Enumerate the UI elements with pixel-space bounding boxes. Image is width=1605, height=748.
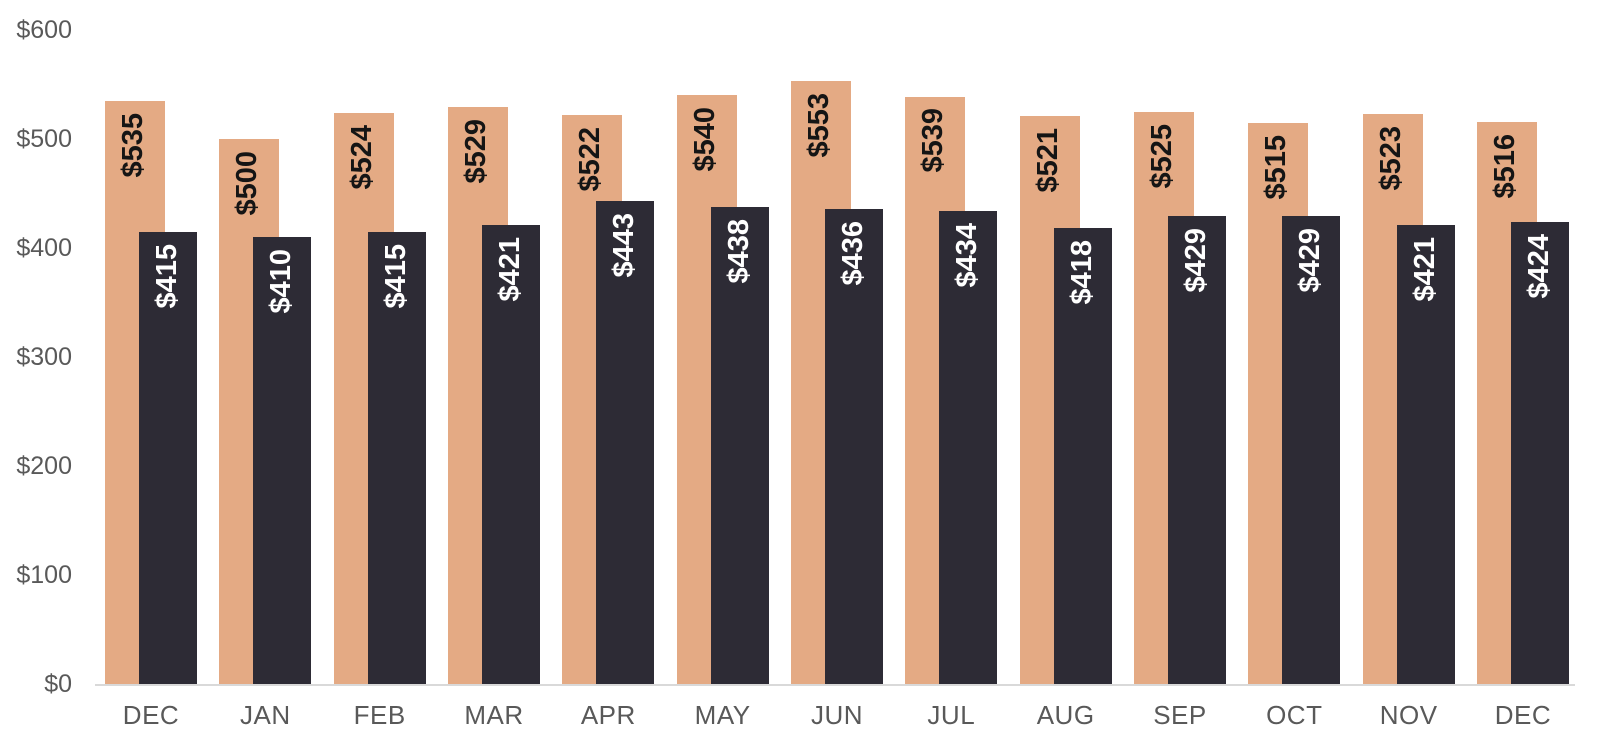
- bar-value-label: $429: [1180, 228, 1213, 293]
- bar-value-label: $524: [345, 124, 378, 190]
- bar-value-label: $521: [1031, 128, 1064, 193]
- bar-dark-series-oct-10: [1282, 216, 1341, 684]
- x-axis-label-apr-4: APR: [580, 700, 636, 730]
- bar-group-nov-11: $523 $421: [1362, 30, 1455, 684]
- bar-value-label: $415: [379, 243, 412, 309]
- bar-value-label: $415: [151, 243, 184, 309]
- bar-value-label: $522: [574, 127, 607, 192]
- bar-group-dec-12: $516 $424: [1476, 30, 1569, 684]
- bar-value-label: $443: [608, 213, 641, 278]
- y-tick-label: $100: [16, 561, 72, 589]
- bar-group-feb-2: $524 $415: [333, 30, 426, 684]
- bar-group-apr-4: $522 $443: [562, 30, 655, 684]
- bar-value-label: $410: [265, 249, 298, 314]
- x-axis-label-aug-8: AUG: [1036, 700, 1095, 730]
- x-axis-label-mar-3: MAR: [464, 700, 524, 730]
- y-tick-label: $300: [16, 343, 72, 371]
- bar-group-mar-3: $529 $421: [447, 30, 540, 684]
- bar-dark-series-mar-3: [481, 225, 540, 684]
- y-tick-label: $200: [16, 452, 72, 480]
- y-tick-label: $400: [16, 234, 72, 262]
- bar-value-label: $529: [460, 119, 493, 184]
- bar-value-label: $535: [117, 112, 150, 178]
- y-tick-label: $500: [16, 125, 72, 153]
- bar-dark-series-jan-1: [253, 237, 312, 684]
- bar-value-label: $424: [1522, 233, 1555, 299]
- x-axis-label-feb-2: FEB: [353, 700, 406, 730]
- x-axis-label-jul-7: JUL: [927, 700, 976, 730]
- bar-dark-series-apr-4: [596, 201, 655, 684]
- bar-value-label: $540: [688, 107, 721, 172]
- bar-value-label: $436: [837, 220, 870, 286]
- bar-value-label: $523: [1374, 125, 1407, 191]
- bar-value-label: $434: [951, 222, 984, 288]
- bar-value-label: $429: [1294, 228, 1327, 293]
- bar-group-oct-10: $515 $429: [1248, 30, 1341, 684]
- bar-value-label: $421: [1408, 237, 1441, 302]
- bar-group-sep-9: $525 $429: [1133, 30, 1226, 684]
- bar-value-label: $418: [1065, 240, 1098, 305]
- bar-dark-series-nov-11: [1396, 225, 1455, 684]
- bar-value-label: $500: [231, 150, 264, 216]
- bar-group-dec-0: $535 $415: [105, 30, 197, 684]
- plot-area: $535 $415 $500 $410 $524 $415 $529 $421 $522 $443…: [95, 30, 1575, 686]
- bar-dark-series-dec-0: [139, 231, 197, 684]
- x-axis-label-dec-12: DEC: [1494, 700, 1552, 730]
- bar-value-label: $525: [1146, 123, 1179, 189]
- bar-value-label: $553: [803, 93, 836, 158]
- x-axis-line: [95, 684, 1575, 686]
- bar-group-jul-7: $539 $434: [905, 30, 998, 684]
- bar-value-label: $539: [917, 108, 950, 173]
- bar-group-jan-1: $500 $410: [219, 30, 312, 684]
- bar-dark-series-may-5: [710, 206, 769, 684]
- bar-value-label: $516: [1488, 133, 1521, 199]
- bar-dark-series-aug-8: [1053, 228, 1112, 684]
- x-axis-label-nov-11: NOV: [1379, 700, 1438, 730]
- x-axis-label-dec-0: DEC: [122, 700, 180, 730]
- bar-value-label: $421: [494, 237, 527, 302]
- x-axis-label-oct-10: OCT: [1266, 700, 1323, 730]
- bar-dark-series-jul-7: [939, 210, 998, 684]
- bar-dark-series-sep-9: [1167, 216, 1226, 684]
- x-axis-label-may-5: MAY: [694, 700, 751, 730]
- bar-value-label: $438: [722, 218, 755, 284]
- bar-dark-series-feb-2: [367, 231, 426, 684]
- bar-value-label: $515: [1260, 134, 1293, 200]
- bars-container: $535 $415 $500 $410 $524 $415 $529 $421 $522 $443…: [105, 30, 1569, 684]
- x-axis-label-jun-6: JUN: [810, 700, 863, 730]
- x-axis-label-jan-1: JAN: [240, 700, 291, 730]
- bar-group-jun-6: $553 $436: [790, 30, 883, 684]
- bar-dark-series-dec-12: [1510, 221, 1569, 684]
- x-axis-category-labels: DEC JAN FEB MAR APR MAY JUN JUL AUG SEP OCT NOV DEC: [105, 700, 1569, 730]
- bar-dark-series-jun-6: [824, 208, 883, 684]
- x-axis-label-sep-9: SEP: [1153, 700, 1207, 730]
- bar-group-may-5: $540 $438: [676, 30, 769, 684]
- y-axis-tick-labels: $0 $100 $200 $300 $400 $500 $600: [0, 0, 72, 748]
- y-tick-label: $0: [44, 670, 72, 698]
- bar-group-aug-8: $521 $418: [1019, 30, 1112, 684]
- y-tick-label: $600: [16, 16, 72, 44]
